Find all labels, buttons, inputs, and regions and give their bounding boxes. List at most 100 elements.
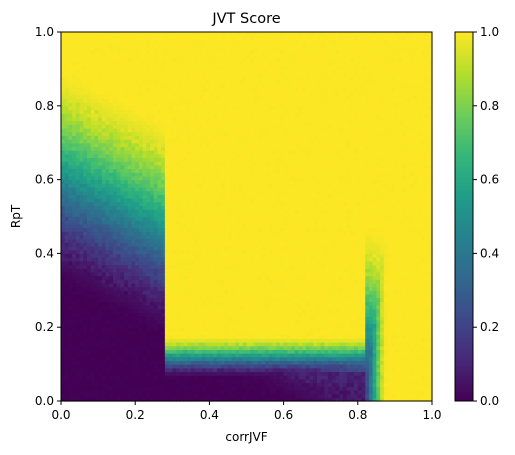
- heatmap-cell: [250, 286, 255, 291]
- heatmap-cell: [302, 345, 307, 350]
- heatmap-cell: [294, 349, 300, 354]
- heatmap-cell: [376, 301, 381, 306]
- heatmap-cell: [105, 375, 110, 380]
- heatmap-cell: [368, 275, 374, 280]
- heatmap-cell: [168, 386, 173, 391]
- heatmap-cell: [190, 264, 196, 269]
- heatmap-cell: [201, 371, 207, 376]
- heatmap-cell: [413, 293, 418, 299]
- heatmap-cell: [64, 371, 70, 376]
- heatmap-cell: [276, 249, 281, 254]
- heatmap-cell: [116, 334, 121, 339]
- heatmap-cell: [239, 349, 244, 354]
- heatmap-cell: [90, 308, 95, 314]
- heatmap-cell: [168, 356, 173, 362]
- heatmap-cell: [235, 319, 240, 325]
- heatmap-cell: [231, 279, 236, 284]
- heatmap-cell: [187, 231, 192, 236]
- heatmap-cell: [253, 312, 259, 317]
- heatmap-cell: [124, 319, 129, 325]
- heatmap-cell: [220, 360, 225, 365]
- heatmap-cell: [261, 286, 266, 291]
- heatmap-cell: [398, 223, 403, 229]
- heatmap-cell: [172, 371, 177, 376]
- heatmap-cell: [209, 231, 214, 236]
- heatmap-cell: [383, 253, 389, 258]
- heatmap-cell: [272, 301, 277, 306]
- heatmap-cell: [250, 238, 255, 243]
- heatmap-cell: [324, 334, 329, 339]
- heatmap-cell: [420, 345, 426, 350]
- heatmap-cell: [394, 220, 400, 225]
- heatmap-cell: [365, 341, 370, 347]
- heatmap-cell: [398, 341, 403, 347]
- heatmap-cell: [387, 338, 392, 343]
- heatmap-cell: [109, 356, 114, 362]
- heatmap-cell: [68, 282, 73, 288]
- heatmap-cell: [357, 312, 363, 317]
- heatmap-cell: [413, 360, 418, 365]
- heatmap-cell: [309, 319, 314, 325]
- heatmap-cell: [75, 397, 81, 402]
- heatmap-cell: [105, 386, 110, 391]
- heatmap-cell: [424, 341, 429, 347]
- heatmap-cell: [424, 246, 429, 251]
- heatmap-cell: [354, 305, 359, 310]
- heatmap-cell: [402, 249, 407, 254]
- heatmap-cell: [146, 257, 151, 262]
- heatmap-cell: [402, 308, 407, 314]
- heatmap-cell: [428, 356, 433, 362]
- heatmap-cell: [265, 382, 270, 387]
- heatmap-cell: [368, 297, 374, 302]
- heatmap-cell: [339, 264, 344, 269]
- heatmap-cell: [124, 216, 129, 221]
- heatmap-cell: [372, 360, 377, 365]
- heatmap-cell: [316, 367, 322, 373]
- heatmap-cell: [402, 345, 407, 350]
- heatmap-cell: [265, 371, 270, 376]
- heatmap-cell: [220, 397, 225, 402]
- heatmap-cell: [276, 268, 281, 273]
- heatmap-cell: [79, 397, 84, 402]
- heatmap-cell: [68, 253, 73, 258]
- heatmap-cell: [109, 238, 114, 243]
- heatmap-cell: [239, 305, 244, 310]
- heatmap-cell: [331, 223, 337, 229]
- heatmap-cell: [283, 386, 288, 391]
- heatmap-cell: [157, 389, 162, 395]
- heatmap-cell: [157, 371, 162, 376]
- heatmap-cell: [127, 275, 133, 280]
- heatmap-cell: [335, 297, 340, 302]
- heatmap-cell: [161, 360, 166, 365]
- heatmap-cell: [402, 393, 407, 398]
- heatmap-cell: [101, 364, 107, 369]
- heatmap-cell: [150, 319, 155, 325]
- heatmap-cell: [109, 330, 114, 336]
- heatmap-cell: [101, 286, 107, 291]
- heatmap-cell: [168, 397, 173, 402]
- heatmap-cell: [75, 231, 81, 236]
- heatmap-cell: [109, 271, 114, 277]
- heatmap-cell: [313, 316, 318, 321]
- heatmap-cell: [124, 316, 129, 321]
- heatmap-cell: [201, 360, 207, 365]
- heatmap-cell: [383, 297, 389, 302]
- heatmap-cell: [75, 279, 81, 284]
- heatmap-cell: [109, 297, 114, 302]
- heatmap-cell: [368, 216, 374, 221]
- heatmap-cell: [79, 393, 84, 398]
- heatmap-cell: [409, 268, 415, 273]
- heatmap-cell: [209, 378, 214, 384]
- heatmap-cell: [313, 323, 318, 328]
- heatmap-cell: [424, 364, 429, 369]
- heatmap-cell: [83, 293, 88, 299]
- heatmap-cell: [402, 227, 407, 232]
- heatmap-cell: [161, 356, 166, 362]
- heatmap-cell: [198, 319, 203, 325]
- heatmap-cell: [420, 246, 426, 251]
- heatmap-cell: [183, 279, 188, 284]
- heatmap-cell: [90, 378, 95, 384]
- heatmap-cell: [79, 286, 84, 291]
- heatmap-cell: [316, 349, 322, 354]
- heatmap-cell: [220, 275, 225, 280]
